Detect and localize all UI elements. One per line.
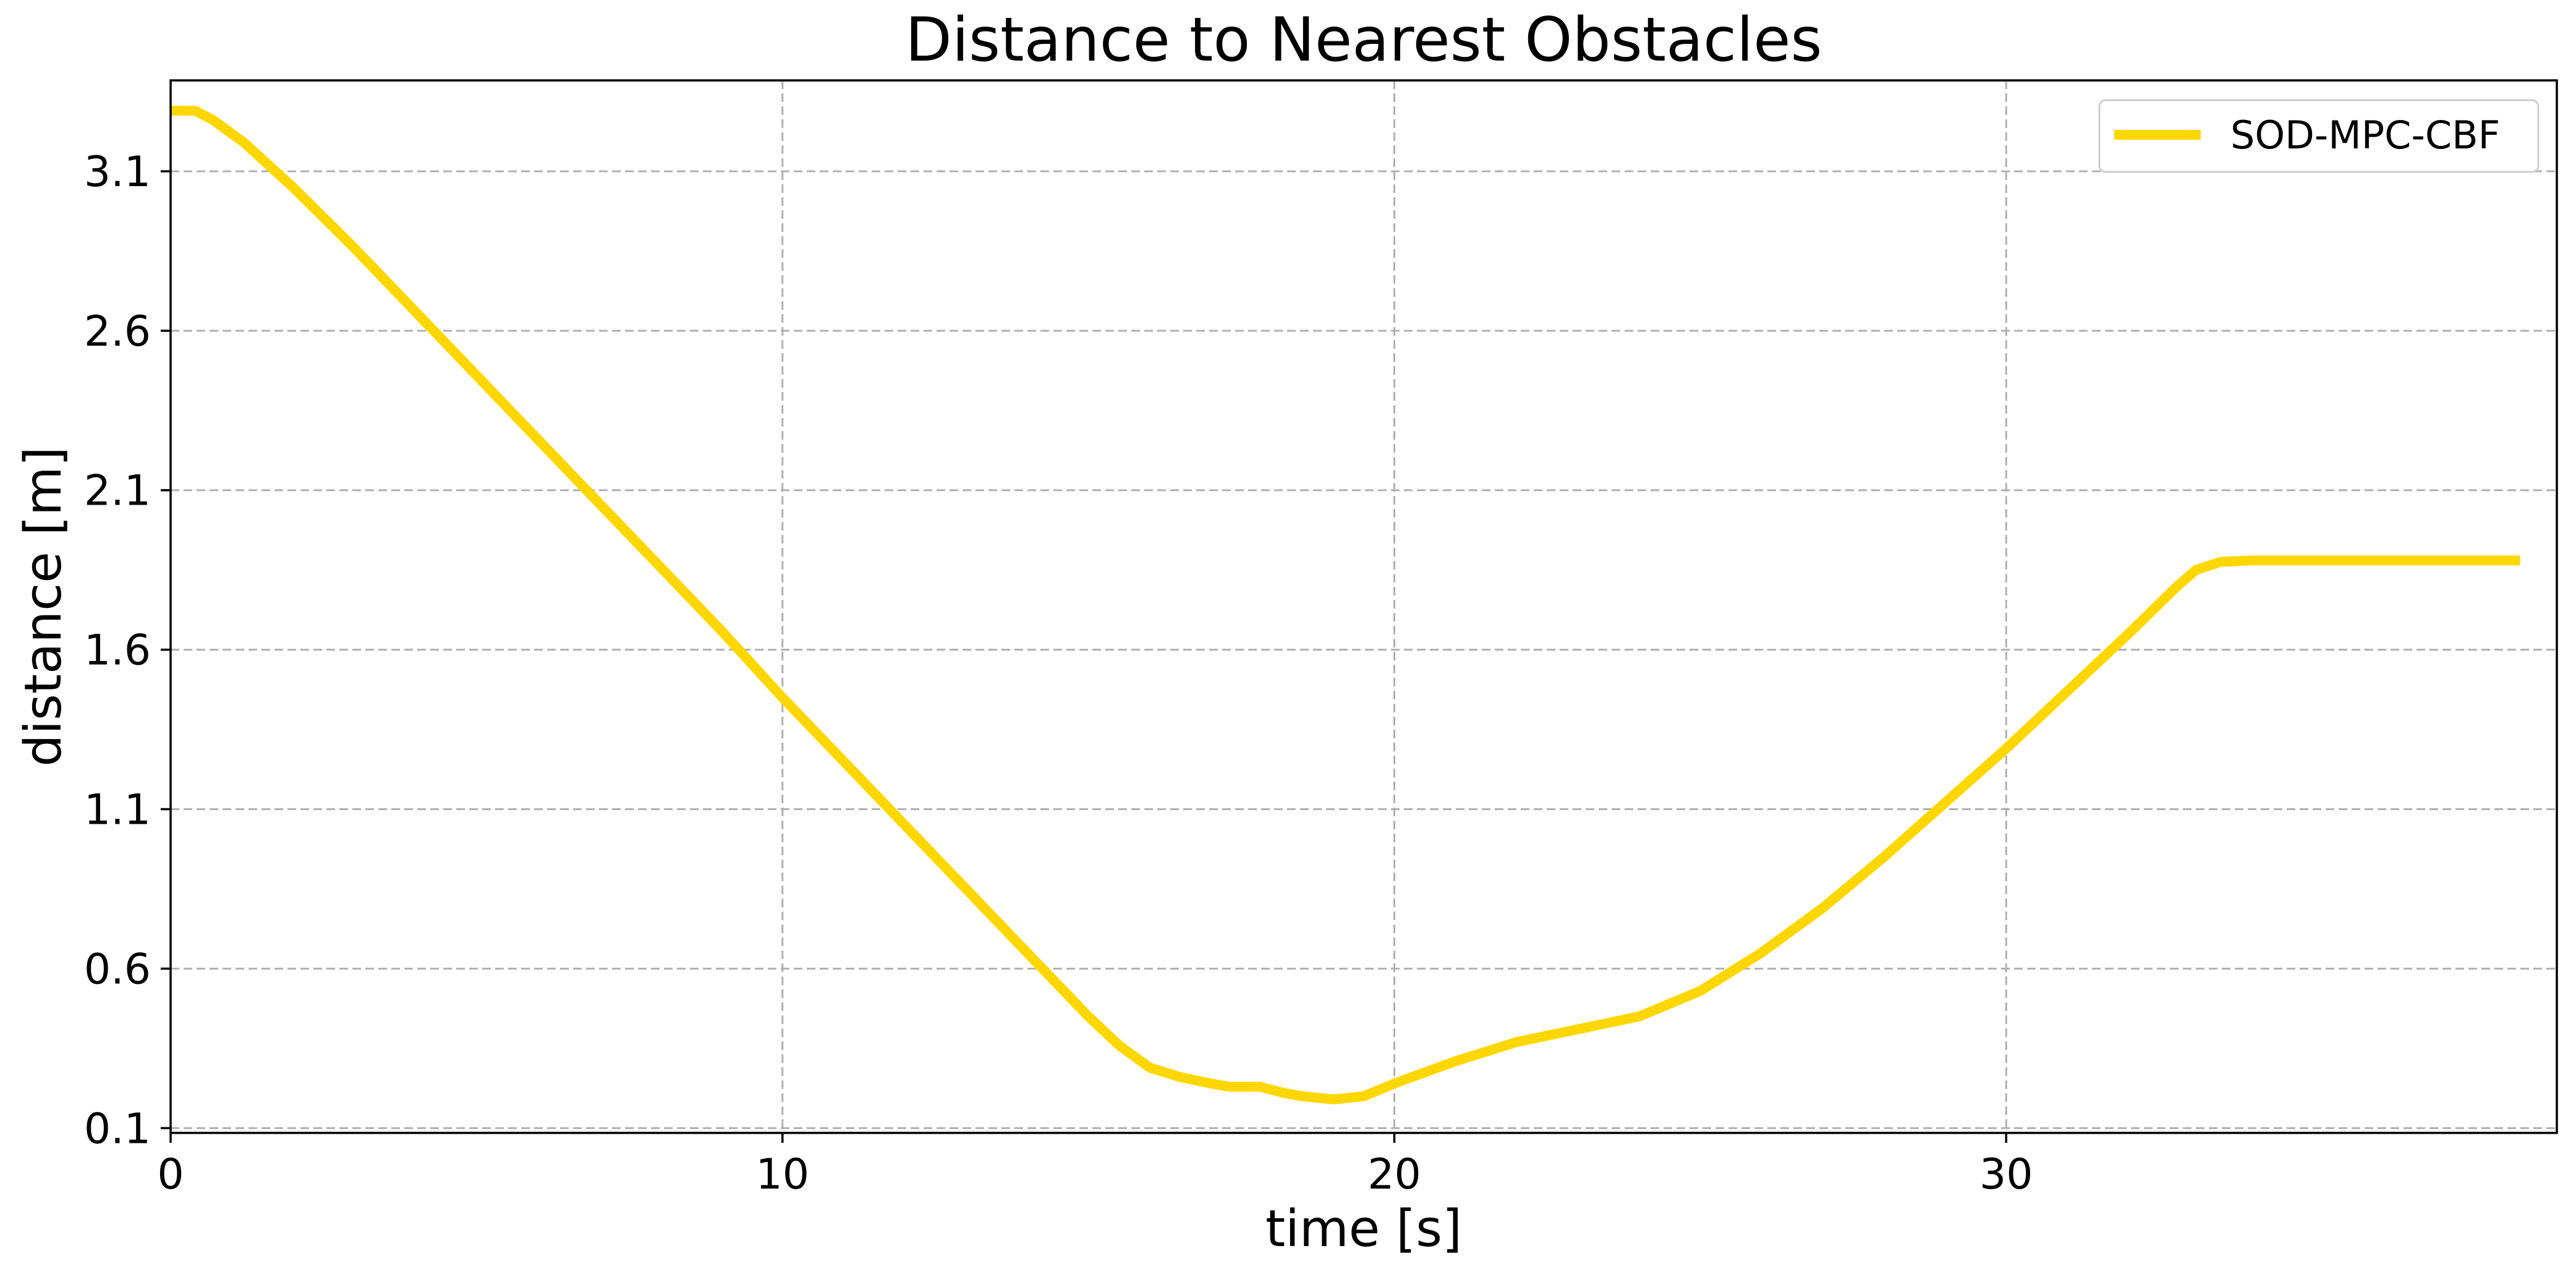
- y-tick-label: 2.1: [84, 467, 151, 516]
- legend-label: SOD-MPC-CBF: [2230, 113, 2500, 158]
- plot-frame: [169, 79, 2558, 1134]
- chart-title: Distance to Nearest Obstacles: [905, 5, 1822, 75]
- y-axis-label: distance [m]: [14, 446, 73, 766]
- series-line-0: [171, 106, 2520, 1104]
- y-tick-label: 0.6: [84, 945, 151, 994]
- grid-layer: [169, 80, 2557, 1133]
- y-tick-label: 3.1: [84, 148, 151, 197]
- legend-box: [2098, 99, 2540, 173]
- x-tick-label: 0: [157, 1150, 184, 1199]
- y-tick-label: 0.1: [84, 1104, 151, 1153]
- tick-layer: 0 10 20 30 0.1 0.6 1.1 1.6 2.1 2.6 3.1: [84, 148, 2033, 1199]
- x-tick-label: 20: [1367, 1150, 1421, 1199]
- y-tick-label: 2.6: [84, 307, 151, 356]
- x-tick-label: 10: [755, 1150, 809, 1199]
- y-tick-label: 1.1: [84, 786, 151, 835]
- x-tick-label: 30: [1979, 1150, 2033, 1199]
- series-layer: [171, 106, 2520, 1104]
- y-tick-label: 1.6: [84, 626, 151, 675]
- legend: SOD-MPC-CBF: [2098, 99, 2540, 173]
- x-axis-label: time [s]: [1265, 1200, 1462, 1258]
